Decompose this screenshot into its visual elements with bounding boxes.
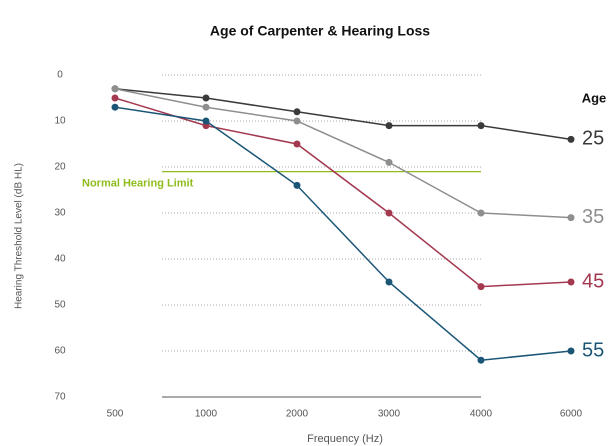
data-point: [567, 214, 575, 222]
series-line: [114, 106, 572, 361]
data-point: [385, 278, 393, 286]
series-label: 55: [582, 339, 604, 361]
data-point: [567, 347, 575, 355]
data-point: [477, 209, 485, 217]
annotation-label: Normal Hearing Limit: [82, 178, 194, 190]
y-tick-label: 40: [54, 254, 66, 265]
data-point: [111, 94, 119, 102]
data-point: [385, 122, 393, 130]
y-tick-label: 50: [54, 300, 66, 311]
x-tick-label: 1000: [195, 409, 218, 420]
data-point: [202, 94, 210, 102]
series-label: 35: [582, 206, 604, 228]
legend-title: Age: [582, 90, 607, 105]
series-line: [114, 88, 572, 219]
data-point: [385, 209, 393, 217]
y-tick-label: 30: [54, 208, 66, 219]
data-point: [111, 85, 119, 93]
data-point: [293, 140, 301, 148]
data-point: [293, 117, 301, 125]
x-tick-label: 3000: [378, 409, 401, 420]
y-tick-label: 10: [54, 116, 66, 127]
data-point: [567, 135, 575, 143]
x-tick-label: 2000: [286, 409, 309, 420]
data-point: [477, 122, 485, 130]
data-point: [111, 103, 119, 111]
chart-title: Age of Carpenter & Hearing Loss: [210, 23, 430, 39]
y-tick-label: 0: [57, 70, 63, 81]
series-line: [114, 88, 572, 141]
data-point: [567, 278, 575, 286]
data-point: [477, 283, 485, 291]
data-point: [202, 103, 210, 111]
series-label: 25: [582, 128, 604, 150]
data-point: [202, 117, 210, 125]
x-tick-label: 6000: [560, 409, 583, 420]
x-tick-label: 500: [107, 409, 124, 420]
data-point: [477, 356, 485, 364]
data-point: [293, 108, 301, 116]
y-tick-label: 20: [54, 162, 66, 173]
data-point: [385, 158, 393, 166]
y-axis-label: Hearing Threshold Level (dB HL): [14, 163, 25, 309]
data-point: [293, 181, 301, 189]
y-tick-label: 60: [54, 346, 66, 357]
series-label: 45: [582, 270, 604, 292]
x-tick-label: 4000: [470, 409, 493, 420]
y-tick-label: 70: [54, 392, 66, 403]
x-axis-label: Frequency (Hz): [307, 433, 383, 445]
series-line: [114, 97, 572, 288]
